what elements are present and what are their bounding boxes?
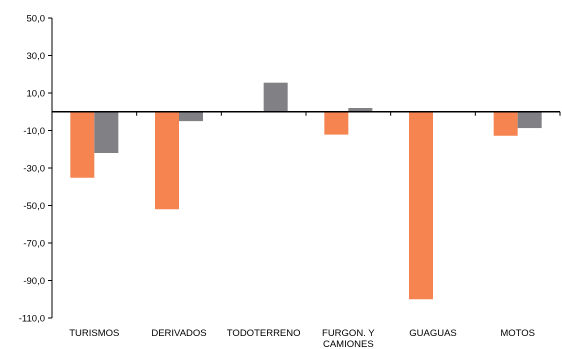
y-tick-label: -70,0 [23,239,45,250]
bar-series2-0 [94,111,119,153]
bars [70,82,542,300]
bar-series1-4 [409,111,433,300]
bar-series2-1 [179,111,203,122]
x-category-label: DERIVADOS [151,328,206,339]
bar-series1-1 [155,111,179,210]
y-tick-label: 50,0 [27,14,46,25]
y-tick-label: -50,0 [23,201,45,212]
x-category-label: GUAGUAS [409,328,457,339]
x-category-label: MOTOS [500,328,535,339]
bar-series2-2 [263,82,288,112]
bar-series1-3 [324,111,349,135]
y-tick-label: 10,0 [27,89,46,100]
bar-series1-5 [493,111,518,136]
y-tick-label: -10,0 [23,126,45,137]
x-category-label: TODOTERRENO [227,328,301,339]
x-category-label: FURGON. Y CAMIONES [322,328,375,349]
x-category-label: TURISMOS [69,328,119,339]
bar-series1-0 [70,111,95,178]
bar-series2-5 [517,111,542,129]
y-tick-label: -30,0 [23,164,45,175]
bar-series2-3 [348,108,373,112]
y-axis: 50,0 30,0 10,0 -10,0 -30,0 -50,0 -70,0 -90,0 -11… [19,14,53,325]
x-axis: TURISMOS DERIVADOS TODOTERRENO FURGON. Y CAM… [51,111,561,349]
y-tick-label: 30,0 [27,51,46,62]
y-tick-label: -90,0 [23,276,45,287]
y-tick-label: -110,0 [19,314,45,325]
